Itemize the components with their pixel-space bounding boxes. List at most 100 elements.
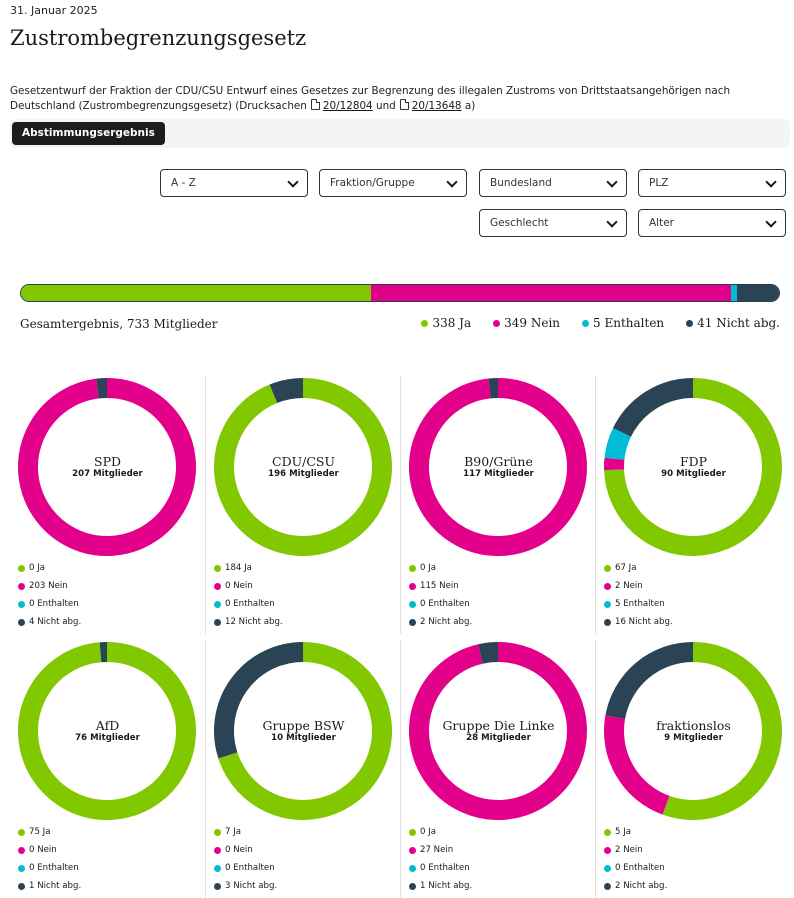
legend-value-enthalten: 0 Enthalten [225, 863, 275, 873]
enthalten-dot-icon [582, 320, 589, 327]
total-bar-nicht [737, 285, 779, 301]
legend-value-nicht: 12 Nicht abg. [225, 617, 283, 627]
legend-value-nicht: 16 Nicht abg. [615, 617, 673, 627]
plz-select-value: PLZ [649, 177, 668, 189]
donut-slice-nicht [480, 652, 498, 654]
legend-row-ja: 184 Ja [214, 559, 283, 577]
fraktion-select[interactable]: Fraktion/Gruppe [319, 169, 467, 197]
nicht-dot-icon [18, 883, 25, 890]
legend-row-enthalten: 0 Enthalten [214, 595, 283, 613]
legend-item-nein: 349 Nein [493, 316, 560, 330]
legend-row-nein: 203 Nein [18, 577, 81, 595]
legend-value-enthalten: 0 Enthalten [29, 863, 79, 873]
nein-dot-icon [409, 847, 416, 854]
nein-dot-icon [214, 583, 221, 590]
geschlecht-select[interactable]: Geschlecht [479, 209, 627, 237]
legend-value-ja: 75 Ja [29, 827, 50, 837]
nicht-dot-icon [214, 619, 221, 626]
nicht-dot-icon [686, 320, 693, 327]
sort-select[interactable]: A - Z [160, 169, 308, 197]
tab-abstimmungsergebnis[interactable]: Abstimmungsergebnis [12, 122, 165, 145]
donut-slice-nicht [615, 652, 693, 717]
donut-slice-nicht [273, 388, 303, 394]
legend-row-ja: 0 Ja [409, 823, 472, 841]
legend-value-ja: 0 Ja [29, 563, 45, 573]
ja-dot-icon [214, 565, 221, 572]
alter-select-value: Alter [649, 217, 674, 229]
nicht-dot-icon [214, 883, 221, 890]
fraktion-members: 207 Mitglieder [10, 469, 205, 479]
nein-dot-icon [18, 583, 25, 590]
legend-value-nicht: 2 Nicht abg. [615, 881, 667, 891]
fraktion-name: Gruppe Die Linke [401, 718, 596, 733]
fraktion-name: SPD [10, 454, 205, 469]
fraktion-select-value: Fraktion/Gruppe [330, 177, 415, 189]
donut-slice-nicht [622, 388, 693, 432]
legend-value-nein: 0 Nein [29, 845, 57, 855]
drucksache-link-2[interactable]: 20/13648 [412, 100, 462, 112]
legend-value-nein: 27 Nein [420, 845, 453, 855]
legend-value-nein: 0 Nein [225, 845, 253, 855]
legend-nicht-label: 41 Nicht abg. [697, 316, 780, 330]
legend-value-ja: 0 Ja [420, 827, 436, 837]
legend-item-enthalten: 5 Enthalten [582, 316, 664, 330]
legend-row-enthalten: 0 Enthalten [409, 595, 472, 613]
legend-row-enthalten: 0 Enthalten [604, 859, 667, 877]
legend-value-nicht: 3 Nicht abg. [225, 881, 277, 891]
legend-value-ja: 5 Ja [615, 827, 631, 837]
tab-bar: Abstimmungsergebnis [10, 119, 790, 148]
ja-dot-icon [604, 565, 611, 572]
geschlecht-select-value: Geschlecht [490, 217, 548, 229]
legend-value-nicht: 1 Nicht abg. [420, 881, 472, 891]
legend-row-nicht: 12 Nicht abg. [214, 613, 283, 631]
legend-row-enthalten: 0 Enthalten [214, 859, 277, 877]
document-icon [311, 99, 320, 110]
fraktion-name: B90/Grüne [401, 454, 596, 469]
legend-row-nein: 0 Nein [214, 841, 277, 859]
legend-row-ja: 7 Ja [214, 823, 277, 841]
nein-dot-icon [214, 847, 221, 854]
drucksache-link-1[interactable]: 20/12804 [323, 100, 373, 112]
enthalten-dot-icon [604, 865, 611, 872]
legend-value-ja: 7 Ja [225, 827, 241, 837]
nicht-dot-icon [409, 619, 416, 626]
fraktion-members: 10 Mitglieder [206, 733, 401, 743]
total-result-bar [20, 284, 780, 302]
nicht-dot-icon [604, 619, 611, 626]
page-title: Zustrombegrenzungsgesetz [10, 26, 306, 50]
fraktion-legend: 7 Ja 0 Nein 0 Enthalten 3 Nicht abg. [214, 823, 277, 895]
nein-dot-icon [604, 847, 611, 854]
legend-enthalten-label: 5 Enthalten [593, 316, 664, 330]
fraktion-members: 90 Mitglieder [596, 469, 791, 479]
legend-value-nein: 0 Nein [225, 581, 253, 591]
description-suffix: a) [465, 100, 475, 112]
legend-row-ja: 0 Ja [409, 559, 472, 577]
plz-select[interactable]: PLZ [638, 169, 786, 197]
alter-select[interactable]: Alter [638, 209, 786, 237]
legend-value-nicht: 2 Nicht abg. [420, 617, 472, 627]
enthalten-dot-icon [604, 601, 611, 608]
legend-row-nicht: 4 Nicht abg. [18, 613, 81, 631]
fraktion-name: Gruppe BSW [206, 718, 401, 733]
legend-item-nicht: 41 Nicht abg. [686, 316, 780, 330]
nicht-dot-icon [409, 883, 416, 890]
fraktion-members: 196 Mitglieder [206, 469, 401, 479]
legend-ja-label: 338 Ja [432, 316, 471, 330]
legend-row-nicht: 16 Nicht abg. [604, 613, 673, 631]
bundesland-select[interactable]: Bundesland [479, 169, 627, 197]
legend-value-enthalten: 0 Enthalten [29, 599, 79, 609]
legend-value-enthalten: 5 Enthalten [615, 599, 665, 609]
legend-row-nein: 115 Nein [409, 577, 472, 595]
donut-slice-nicht [97, 388, 107, 389]
